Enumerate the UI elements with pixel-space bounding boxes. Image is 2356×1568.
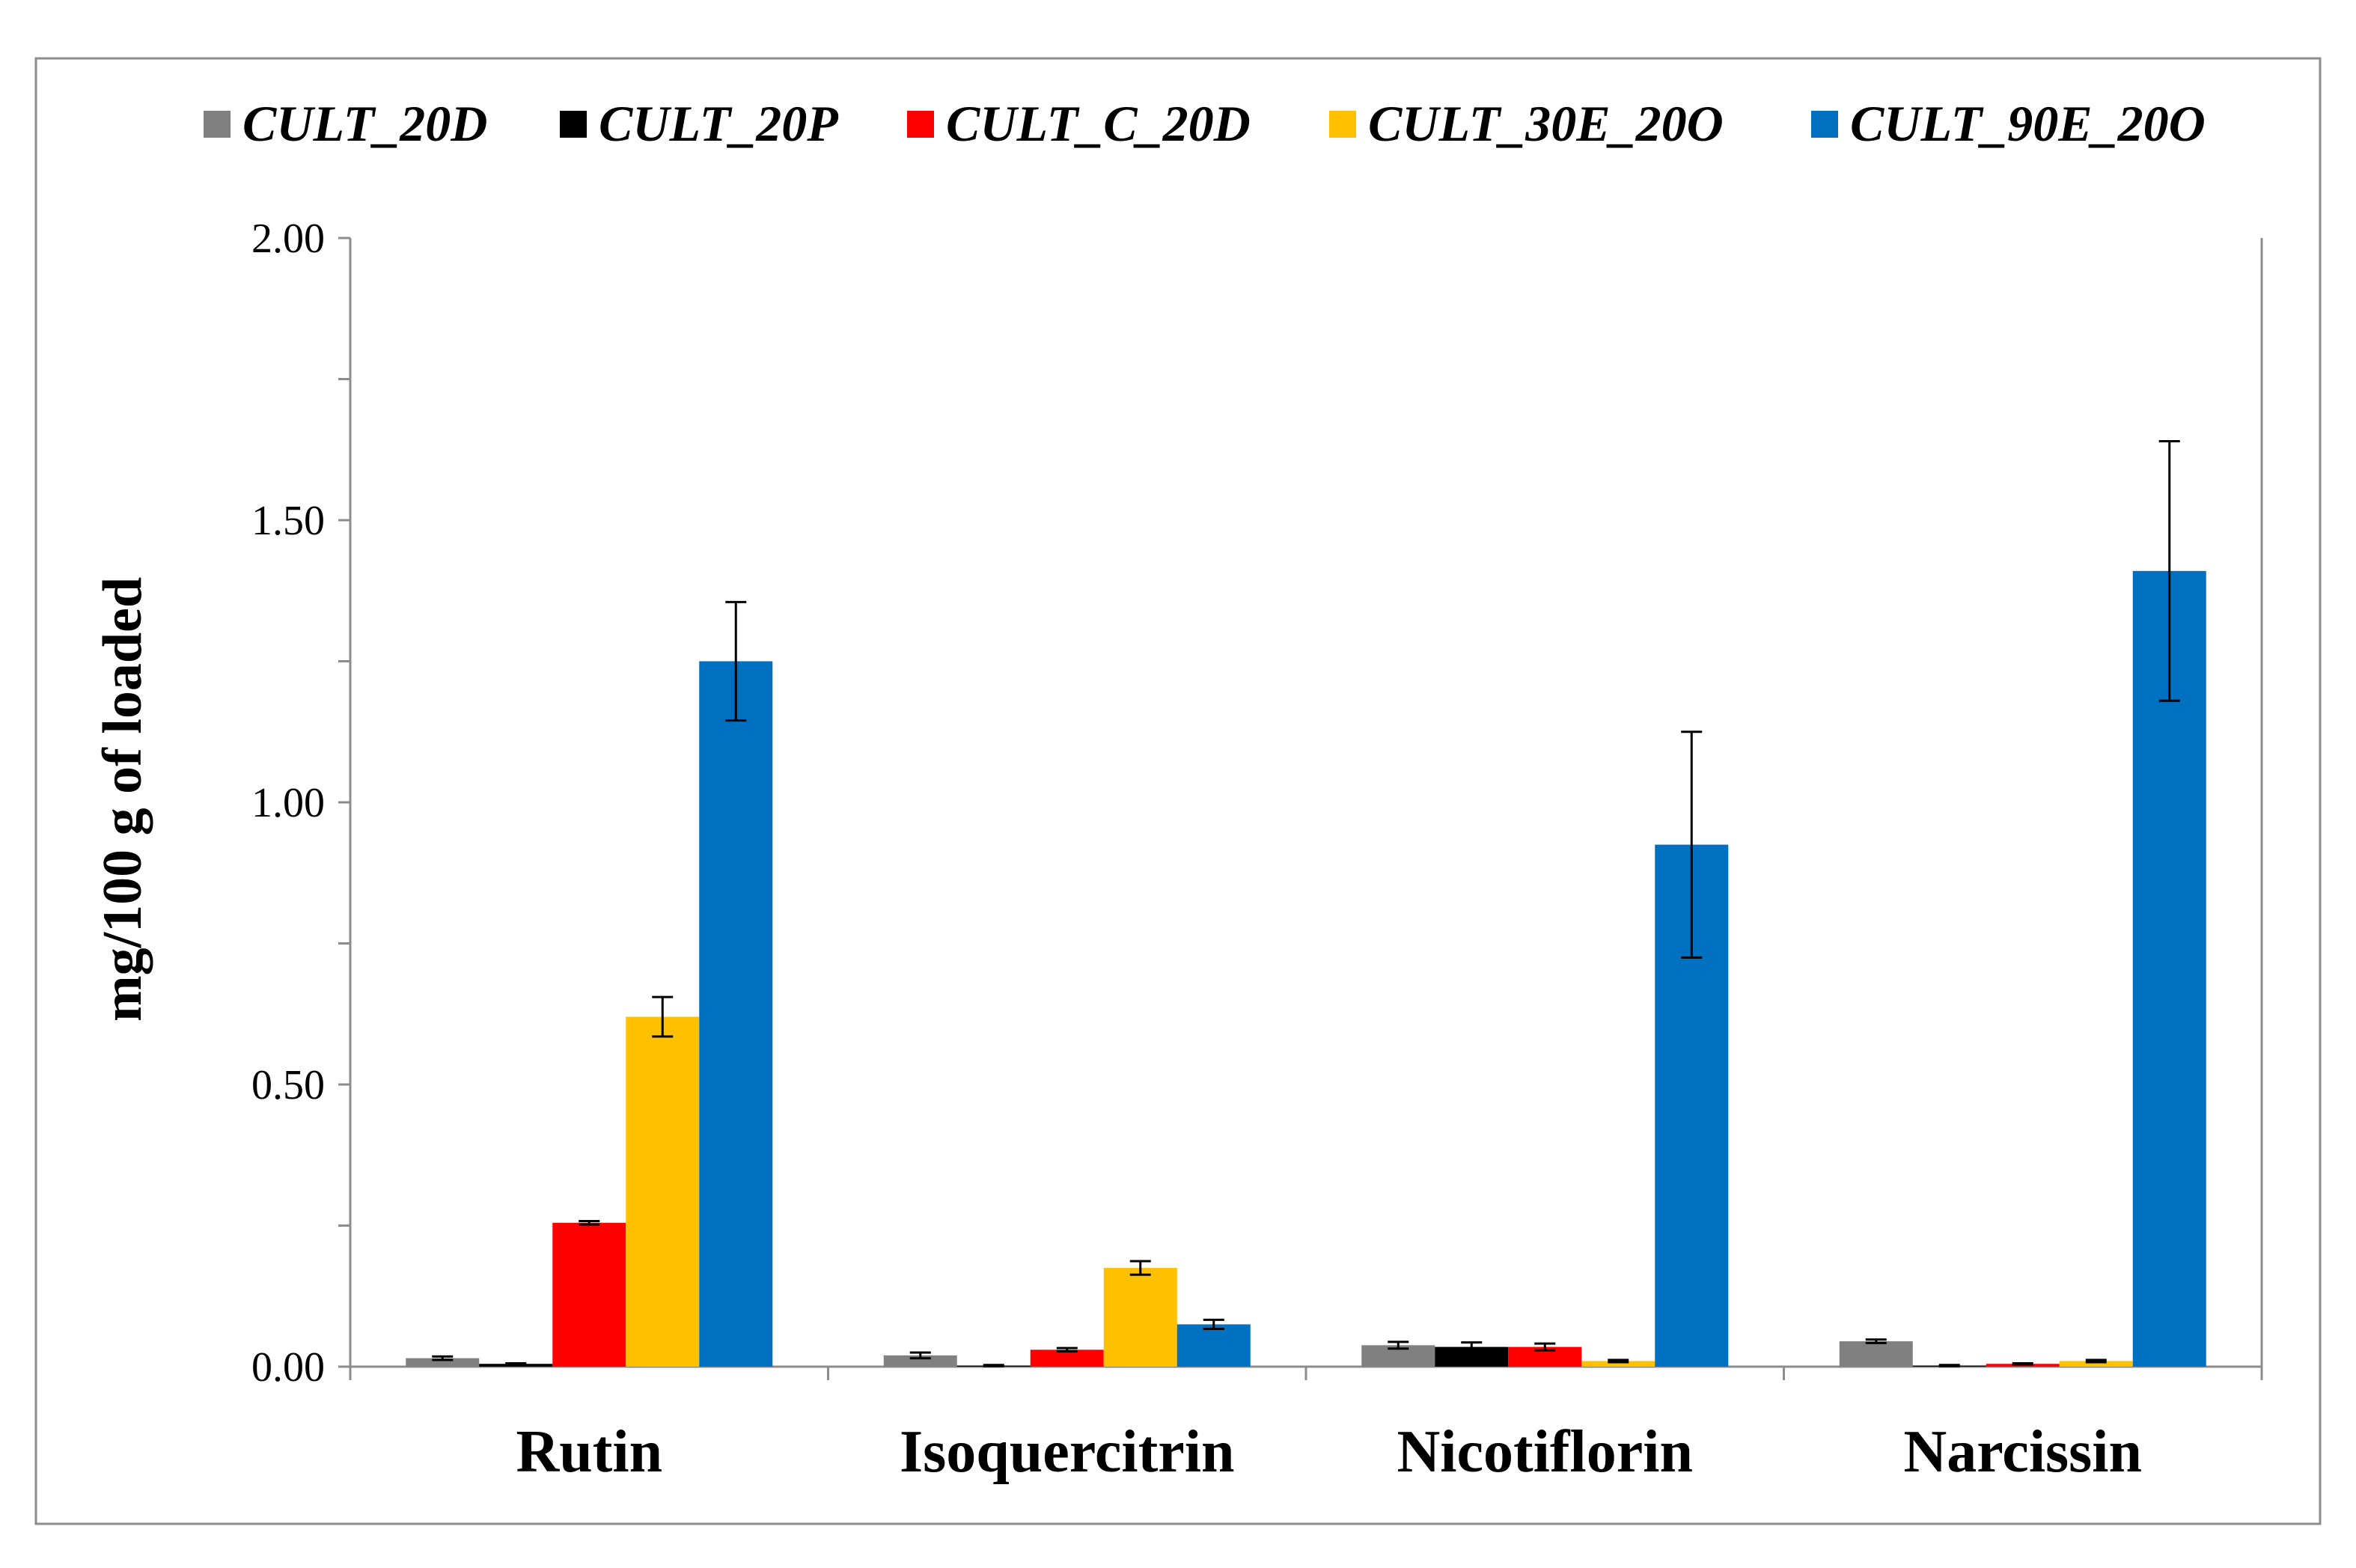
bar <box>1839 1341 1913 1367</box>
legend-label: CULT_C_20D <box>946 95 1251 152</box>
legend-label: CULT_90E_20O <box>1850 95 2206 152</box>
legend-label: CULT_20P <box>599 95 838 152</box>
bar <box>883 1355 957 1367</box>
y-tick-label: 1.50 <box>251 498 325 544</box>
y-tick-label: 0.50 <box>251 1062 325 1108</box>
bar <box>1177 1324 1251 1367</box>
bar <box>699 661 773 1367</box>
x-tick-label: Nicotiflorin <box>1397 1419 1693 1485</box>
x-tick-label: Narcissin <box>1903 1419 2142 1485</box>
bar <box>552 1222 626 1367</box>
legend: CULT_20D CULT_20P CULT_C_20D CULT_30E_20O CU… <box>204 95 2206 152</box>
bar <box>626 1016 700 1367</box>
legend-swatch <box>560 111 587 138</box>
legend-swatch <box>1811 111 1838 138</box>
y-tick-label: 1.00 <box>251 780 325 826</box>
bar <box>2059 1361 2133 1367</box>
legend-swatch <box>1329 111 1356 138</box>
bar <box>2132 570 2206 1367</box>
y-axis-label: mg/100 g of loaded <box>92 577 153 1022</box>
legend-label: CULT_20D <box>242 95 487 152</box>
y-tick-label: 2.00 <box>251 216 325 262</box>
legend-label: CULT_30E_20O <box>1368 95 1724 152</box>
y-tick-label: 0.00 <box>251 1344 325 1391</box>
bar <box>406 1358 480 1367</box>
x-tick-label: Isoquercitrin <box>900 1419 1234 1485</box>
bar <box>1581 1361 1655 1367</box>
bar <box>1103 1268 1177 1367</box>
legend-swatch <box>204 111 231 138</box>
x-tick-label: Rutin <box>516 1419 662 1485</box>
plot-area: 0.00 0.50 1.00 1.50 2.00 Rutin Isoquercitrin Ni… <box>251 216 2263 1485</box>
bar <box>1030 1349 1104 1367</box>
chart-frame <box>34 57 2322 1525</box>
legend-swatch <box>907 111 934 138</box>
